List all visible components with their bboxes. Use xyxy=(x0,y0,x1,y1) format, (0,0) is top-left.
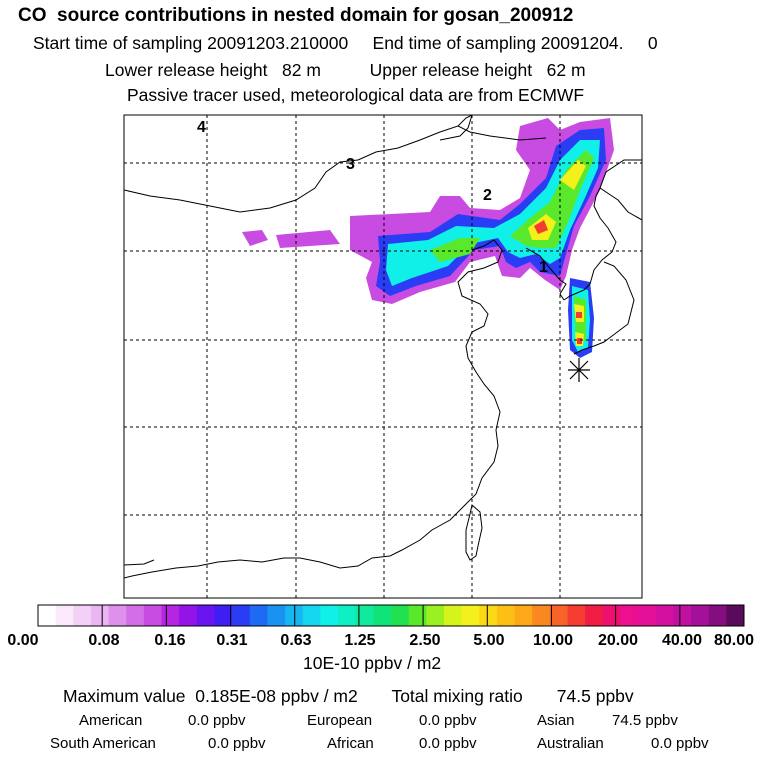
african-label: African xyxy=(327,735,374,752)
lat-lon-grid xyxy=(124,115,642,598)
australian-label: Australian xyxy=(537,735,604,752)
colorbar-tick: 0.16 xyxy=(154,632,186,649)
colorbar-swatch xyxy=(496,605,515,626)
colorbar-tick: 0.31 xyxy=(216,632,248,649)
colorbar-tick: 0.08 xyxy=(88,632,120,649)
plume-green xyxy=(430,150,594,344)
colorbar-swatch xyxy=(196,605,215,626)
african-value: 0.0 ppbv xyxy=(419,735,477,752)
colorbar-swatch xyxy=(38,605,57,626)
colorbar-unit: 10E-10 ppbv / m2 xyxy=(303,653,442,673)
american-label: American xyxy=(79,712,143,729)
summary-line: Maximum value 0.185E-08 ppbv / m2 Total … xyxy=(63,686,634,706)
colorbar-tick: 10.00 xyxy=(532,632,574,649)
coastlines xyxy=(124,115,642,579)
start-time-label: Start time of sampling 20091203.210000 xyxy=(33,33,349,53)
colorbar-swatch xyxy=(126,605,145,626)
colorbar-swatch xyxy=(461,605,480,626)
trajectory-label-4: 4 xyxy=(197,119,206,136)
european-value: 0.0 ppbv xyxy=(419,712,477,729)
american-value: 0.0 ppbv xyxy=(188,712,246,729)
colorbar-tick: 1.25 xyxy=(344,632,376,649)
colorbar-tick: 2.50 xyxy=(409,632,441,649)
colorbar-swatch xyxy=(443,605,462,626)
plume-layer xyxy=(242,118,614,358)
colorbar-swatch xyxy=(161,605,180,626)
chart-title: CO source contributions in nested domain… xyxy=(18,5,574,26)
south-american-label: South American xyxy=(50,735,156,752)
colorbar-frame xyxy=(37,604,745,627)
trajectory-label-1: 1 xyxy=(539,259,548,276)
colorbar-swatch xyxy=(655,605,674,626)
colorbar-swatch xyxy=(426,605,445,626)
colorbar-tick: 40.00 xyxy=(661,632,703,649)
end-time-label: End time of sampling 20091204. 0 xyxy=(372,33,658,53)
colorbar-tick: 80.00 xyxy=(713,632,755,649)
colorbar-swatch xyxy=(549,605,568,626)
max-value: Maximum value 0.185E-08 ppbv / m2 xyxy=(63,686,358,706)
plume-red xyxy=(534,220,582,344)
colorbar-swatch xyxy=(602,605,621,626)
colorbar-swatch xyxy=(267,605,286,626)
colorbar-swatch xyxy=(73,605,92,626)
colorbar-swatch xyxy=(514,605,533,626)
colorbar-swatch xyxy=(320,605,339,626)
colorbar-swatch xyxy=(214,605,233,626)
station-marker-icon xyxy=(568,358,590,382)
trajectory-labels: 1 2 3 4 xyxy=(197,119,548,276)
colorbar-swatch xyxy=(55,605,74,626)
lower-release-label: Lower release height 82 m xyxy=(105,60,321,80)
colorbar-tick: 0.63 xyxy=(280,632,312,649)
colorbar-swatch xyxy=(391,605,410,626)
upper-release-label: Upper release height 62 m xyxy=(369,60,586,80)
colorbar-swatch xyxy=(302,605,321,626)
colorbar-swatch xyxy=(90,605,109,626)
total-mixing-ratio: Total mixing ratio 74.5 ppbv xyxy=(391,686,634,706)
colorbar-swatch xyxy=(567,605,586,626)
colorbar-swatch xyxy=(532,605,551,626)
colorbar-swatch xyxy=(179,605,198,626)
colorbar-swatch xyxy=(691,605,710,626)
south-american-value: 0.0 ppbv xyxy=(208,735,266,752)
colorbar-swatch xyxy=(708,605,727,626)
colorbar-swatch xyxy=(232,605,251,626)
trajectory-label-2: 2 xyxy=(483,187,492,204)
colorbar-swatch xyxy=(249,605,268,626)
plume-cyan xyxy=(386,140,600,352)
map-frame xyxy=(123,114,643,599)
colorbar-swatch xyxy=(338,605,357,626)
colorbar-swatch xyxy=(673,605,692,626)
european-label: European xyxy=(307,712,373,729)
sampling-times: Start time of sampling 20091203.210000 E… xyxy=(33,33,658,53)
colorbar-swatch xyxy=(620,605,639,626)
colorbar-tick: 20.00 xyxy=(597,632,639,649)
colorbar-swatch xyxy=(408,605,427,626)
colorbar-swatch xyxy=(108,605,127,626)
colorbar-tick: 5.00 xyxy=(473,632,505,649)
tracer-note: Passive tracer used, meteorological data… xyxy=(127,85,585,105)
release-heights: Lower release height 82 m Upper release … xyxy=(105,60,586,80)
colorbar-swatch xyxy=(479,605,498,626)
colorbar-swatch xyxy=(638,605,657,626)
colorbar-swatch xyxy=(726,605,745,626)
colorbar-swatch xyxy=(143,605,162,626)
colorbar-swatch xyxy=(355,605,374,626)
trajectory-label-3: 3 xyxy=(346,156,355,173)
colorbar-tick: 0.00 xyxy=(7,632,39,649)
colorbar-swatch xyxy=(285,605,304,626)
colorbar-swatch xyxy=(585,605,604,626)
australian-value: 0.0 ppbv xyxy=(651,735,709,752)
colorbar xyxy=(38,605,745,626)
colorbar-swatch xyxy=(373,605,392,626)
asian-label: Asian xyxy=(537,712,575,729)
asian-value: 74.5 ppbv xyxy=(612,712,678,729)
